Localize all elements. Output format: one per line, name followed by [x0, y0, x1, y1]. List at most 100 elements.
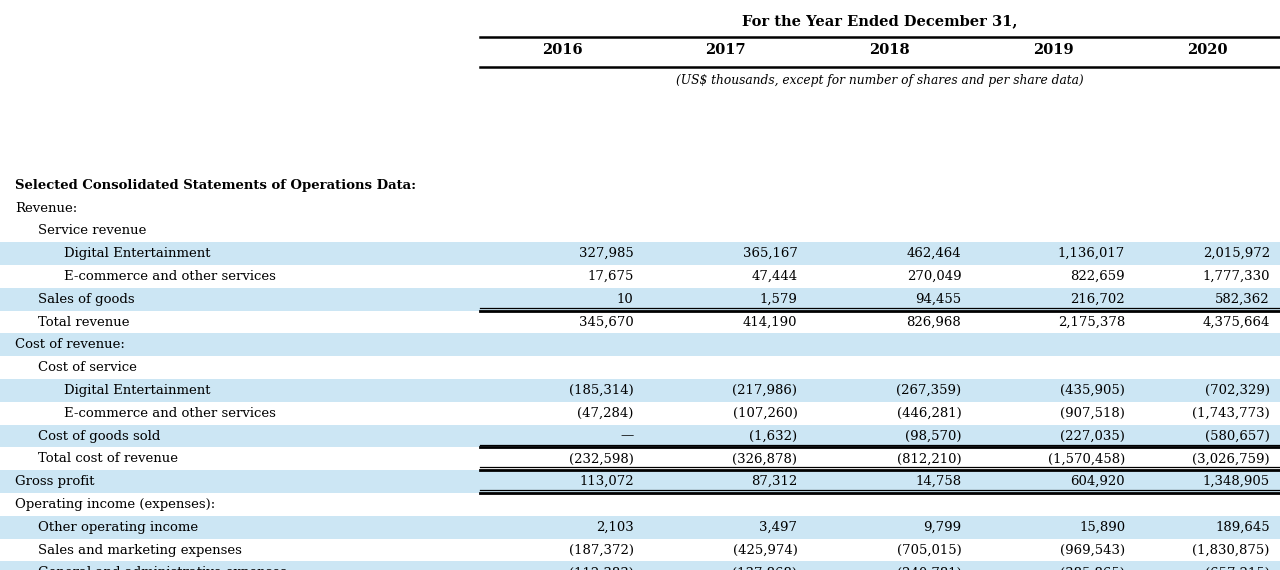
Text: (812,210): (812,210): [897, 453, 961, 465]
Text: (702,329): (702,329): [1204, 384, 1270, 397]
Text: 9,799: 9,799: [923, 521, 961, 534]
Text: 2018: 2018: [869, 43, 910, 57]
Text: (580,657): (580,657): [1204, 430, 1270, 442]
Text: Digital Entertainment: Digital Entertainment: [64, 384, 210, 397]
Bar: [0, 425, 1280, 447]
Bar: [0, 470, 1280, 493]
Text: Sales of goods: Sales of goods: [38, 293, 134, 306]
Bar: [0, 288, 1280, 311]
Text: (217,986): (217,986): [732, 384, 797, 397]
Bar: [0, 493, 1280, 516]
Text: (187,372): (187,372): [568, 544, 634, 556]
Bar: [0, 402, 1280, 425]
Text: (227,035): (227,035): [1060, 430, 1125, 442]
Text: 17,675: 17,675: [588, 270, 634, 283]
Text: 365,167: 365,167: [742, 247, 797, 260]
Text: (907,518): (907,518): [1060, 407, 1125, 420]
Bar: [0, 219, 1280, 242]
Text: (98,570): (98,570): [905, 430, 961, 442]
Text: 2019: 2019: [1033, 43, 1074, 57]
Text: (47,284): (47,284): [577, 407, 634, 420]
Text: General and administrative expenses: General and administrative expenses: [38, 567, 287, 570]
Text: 2,103: 2,103: [596, 521, 634, 534]
Text: 10: 10: [617, 293, 634, 306]
Text: 270,049: 270,049: [906, 270, 961, 283]
Text: Gross profit: Gross profit: [15, 475, 95, 488]
Text: (705,015): (705,015): [896, 544, 961, 556]
Text: (137,868): (137,868): [732, 567, 797, 570]
Text: 47,444: 47,444: [751, 270, 797, 283]
Bar: [0, 242, 1280, 265]
Text: 216,702: 216,702: [1070, 293, 1125, 306]
Text: 87,312: 87,312: [751, 475, 797, 488]
Text: Cost of service: Cost of service: [38, 361, 137, 374]
Text: 327,985: 327,985: [579, 247, 634, 260]
Text: 4,375,664: 4,375,664: [1202, 316, 1270, 328]
Text: (112,383): (112,383): [568, 567, 634, 570]
Text: For the Year Ended December 31,: For the Year Ended December 31,: [742, 14, 1018, 28]
Text: E-commerce and other services: E-commerce and other services: [64, 407, 276, 420]
Text: 1,348,905: 1,348,905: [1203, 475, 1270, 488]
Text: (385,865): (385,865): [1060, 567, 1125, 570]
Text: (240,781): (240,781): [896, 567, 961, 570]
Text: (3,026,759): (3,026,759): [1192, 453, 1270, 465]
Text: (969,543): (969,543): [1060, 544, 1125, 556]
Text: (1,570,458): (1,570,458): [1048, 453, 1125, 465]
Text: 414,190: 414,190: [742, 316, 797, 328]
Text: Operating income (expenses):: Operating income (expenses):: [15, 498, 215, 511]
Bar: [0, 333, 1280, 356]
Text: Cost of revenue:: Cost of revenue:: [15, 339, 125, 351]
Text: 2,015,972: 2,015,972: [1203, 247, 1270, 260]
Text: (US$ thousands, except for number of shares and per share data): (US$ thousands, except for number of sha…: [676, 74, 1084, 87]
Text: 113,072: 113,072: [579, 475, 634, 488]
Text: 345,670: 345,670: [579, 316, 634, 328]
Bar: [0, 356, 1280, 379]
Text: Other operating income: Other operating income: [38, 521, 198, 534]
Text: (185,314): (185,314): [568, 384, 634, 397]
Text: Cost of goods sold: Cost of goods sold: [38, 430, 161, 442]
Text: (326,878): (326,878): [732, 453, 797, 465]
Text: (425,974): (425,974): [732, 544, 797, 556]
Text: Selected Consolidated Statements of Operations Data:: Selected Consolidated Statements of Oper…: [15, 179, 416, 192]
Bar: [0, 174, 1280, 197]
Bar: [0, 561, 1280, 570]
Text: (657,215): (657,215): [1204, 567, 1270, 570]
Text: (435,905): (435,905): [1060, 384, 1125, 397]
Text: —: —: [621, 430, 634, 442]
Text: 15,890: 15,890: [1079, 521, 1125, 534]
Text: E-commerce and other services: E-commerce and other services: [64, 270, 276, 283]
Text: Service revenue: Service revenue: [38, 225, 147, 237]
Text: 2020: 2020: [1188, 43, 1228, 57]
Bar: [0, 379, 1280, 402]
Text: (232,598): (232,598): [568, 453, 634, 465]
Text: 826,968: 826,968: [906, 316, 961, 328]
Text: 2017: 2017: [705, 43, 746, 57]
Text: (1,830,875): (1,830,875): [1193, 544, 1270, 556]
Text: (1,743,773): (1,743,773): [1192, 407, 1270, 420]
Bar: [0, 265, 1280, 288]
Text: (267,359): (267,359): [896, 384, 961, 397]
Text: 462,464: 462,464: [906, 247, 961, 260]
Bar: [0, 539, 1280, 561]
Text: Digital Entertainment: Digital Entertainment: [64, 247, 210, 260]
Text: (1,632): (1,632): [749, 430, 797, 442]
Text: 1,777,330: 1,777,330: [1202, 270, 1270, 283]
Text: 1,579: 1,579: [759, 293, 797, 306]
Text: (107,260): (107,260): [732, 407, 797, 420]
Bar: [0, 447, 1280, 470]
Text: (446,281): (446,281): [896, 407, 961, 420]
Text: 822,659: 822,659: [1070, 270, 1125, 283]
Bar: [0, 311, 1280, 333]
Text: 3,497: 3,497: [759, 521, 797, 534]
Text: 1,136,017: 1,136,017: [1057, 247, 1125, 260]
Bar: [0, 516, 1280, 539]
Bar: [0, 197, 1280, 219]
Text: Total revenue: Total revenue: [38, 316, 129, 328]
Text: 2016: 2016: [541, 43, 582, 57]
Text: 14,758: 14,758: [915, 475, 961, 488]
Text: Revenue:: Revenue:: [15, 202, 78, 214]
Text: 2,175,378: 2,175,378: [1057, 316, 1125, 328]
Text: Total cost of revenue: Total cost of revenue: [38, 453, 178, 465]
Text: 94,455: 94,455: [915, 293, 961, 306]
Text: 189,645: 189,645: [1215, 521, 1270, 534]
